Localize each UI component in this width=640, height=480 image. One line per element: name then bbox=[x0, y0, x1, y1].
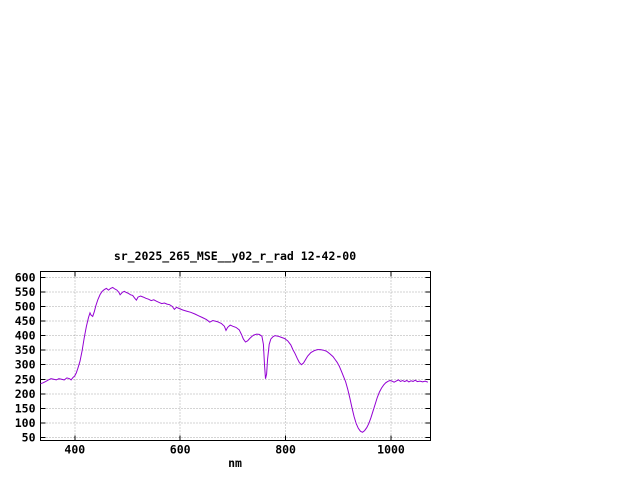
x-tick-label: 1000 bbox=[377, 443, 405, 457]
x-tick-label: 600 bbox=[170, 443, 191, 457]
y-tick-label: 350 bbox=[15, 343, 36, 357]
y-tick-label: 50 bbox=[22, 431, 36, 445]
series-layer bbox=[40, 286, 429, 433]
y-tick-label: 250 bbox=[15, 372, 36, 386]
grid-layer bbox=[40, 271, 431, 441]
y-tick-label: 600 bbox=[15, 270, 36, 284]
spectrum-line bbox=[40, 286, 429, 433]
y-tick-label: 500 bbox=[15, 300, 36, 314]
chart-title: sr_2025_265_MSE__y02_r_rad 12-42-00 bbox=[114, 249, 356, 264]
x-tick-label: 400 bbox=[64, 443, 85, 457]
y-tick-label: 150 bbox=[15, 401, 36, 415]
y-tick-label: 450 bbox=[15, 314, 36, 328]
y-tick-label: 300 bbox=[15, 358, 36, 372]
axis-layer: 400 600 800 1000501001502002503003504004505… bbox=[15, 270, 431, 457]
x-axis-label: nm bbox=[228, 456, 242, 470]
plot-border bbox=[40, 271, 431, 441]
y-tick-label: 200 bbox=[15, 387, 36, 401]
x-tick-label: 800 bbox=[275, 443, 296, 457]
y-tick-label: 100 bbox=[15, 416, 36, 430]
y-tick-label: 400 bbox=[15, 329, 36, 343]
y-tick-label: 550 bbox=[15, 285, 36, 299]
